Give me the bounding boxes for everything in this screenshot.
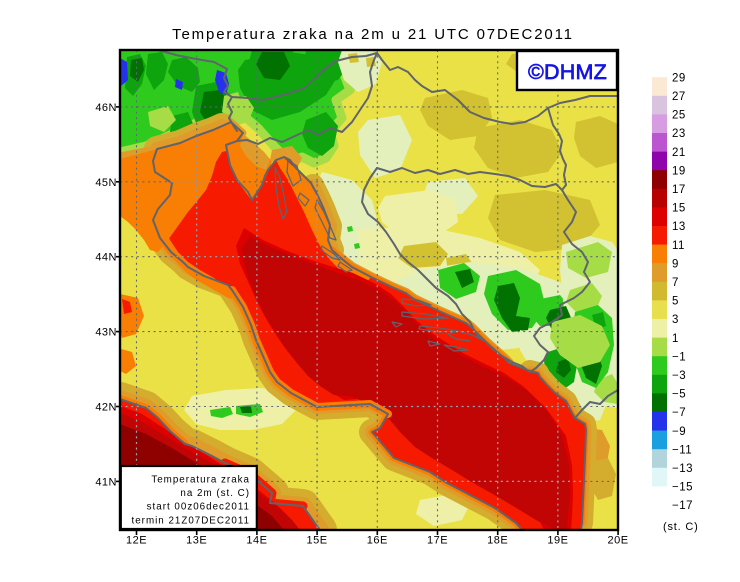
- svg-text:21: 21: [672, 147, 686, 159]
- svg-text:14E: 14E: [246, 535, 267, 547]
- svg-text:29: 29: [672, 72, 686, 84]
- svg-text:13: 13: [672, 221, 686, 233]
- svg-text:©DHMZ: ©DHMZ: [528, 60, 607, 84]
- svg-text:−1: −1: [672, 351, 686, 363]
- svg-text:−3: −3: [672, 370, 686, 382]
- svg-text:16E: 16E: [367, 535, 388, 547]
- svg-text:3: 3: [672, 314, 679, 326]
- svg-text:na 2m (st. C): na 2m (st. C): [180, 488, 250, 499]
- svg-text:5: 5: [672, 296, 679, 308]
- svg-text:20E: 20E: [608, 535, 629, 547]
- svg-text:termin 21Z07DEC2011: termin 21Z07DEC2011: [132, 515, 250, 526]
- svg-text:23: 23: [672, 128, 686, 140]
- svg-text:42N: 42N: [95, 402, 117, 414]
- svg-text:41N: 41N: [95, 476, 117, 488]
- svg-text:17E: 17E: [427, 535, 448, 547]
- svg-text:19E: 19E: [547, 535, 568, 547]
- svg-text:19: 19: [672, 165, 686, 177]
- svg-text:25: 25: [672, 110, 686, 122]
- svg-text:43N: 43N: [95, 327, 117, 339]
- svg-text:15: 15: [672, 203, 686, 215]
- svg-text:−7: −7: [672, 407, 686, 419]
- svg-text:start 00z06dec2011: start 00z06dec2011: [147, 502, 250, 513]
- svg-text:−13: −13: [672, 463, 693, 475]
- svg-text:Temperatura zraka: Temperatura zraka: [151, 475, 250, 486]
- svg-text:−9: −9: [672, 426, 686, 438]
- svg-text:12E: 12E: [126, 535, 147, 547]
- svg-text:−5: −5: [672, 389, 686, 401]
- svg-text:11: 11: [672, 240, 685, 252]
- svg-text:46N: 46N: [95, 102, 117, 114]
- svg-text:−11: −11: [672, 444, 692, 456]
- svg-text:45N: 45N: [95, 177, 117, 189]
- svg-text:1: 1: [672, 333, 679, 345]
- svg-text:44N: 44N: [95, 252, 117, 264]
- svg-text:27: 27: [672, 91, 686, 103]
- svg-text:Temperatura zraka na 2m u 21 U: Temperatura zraka na 2m u 21 UTC 07DEC20…: [172, 26, 574, 43]
- svg-text:7: 7: [672, 277, 679, 289]
- svg-text:18E: 18E: [487, 535, 508, 547]
- svg-text:(st. C): (st. C): [663, 521, 699, 533]
- svg-text:13E: 13E: [186, 535, 207, 547]
- svg-text:−17: −17: [672, 500, 693, 512]
- svg-text:17: 17: [672, 184, 686, 196]
- svg-text:−15: −15: [672, 482, 693, 494]
- svg-text:15E: 15E: [307, 535, 328, 547]
- svg-text:9: 9: [672, 258, 679, 270]
